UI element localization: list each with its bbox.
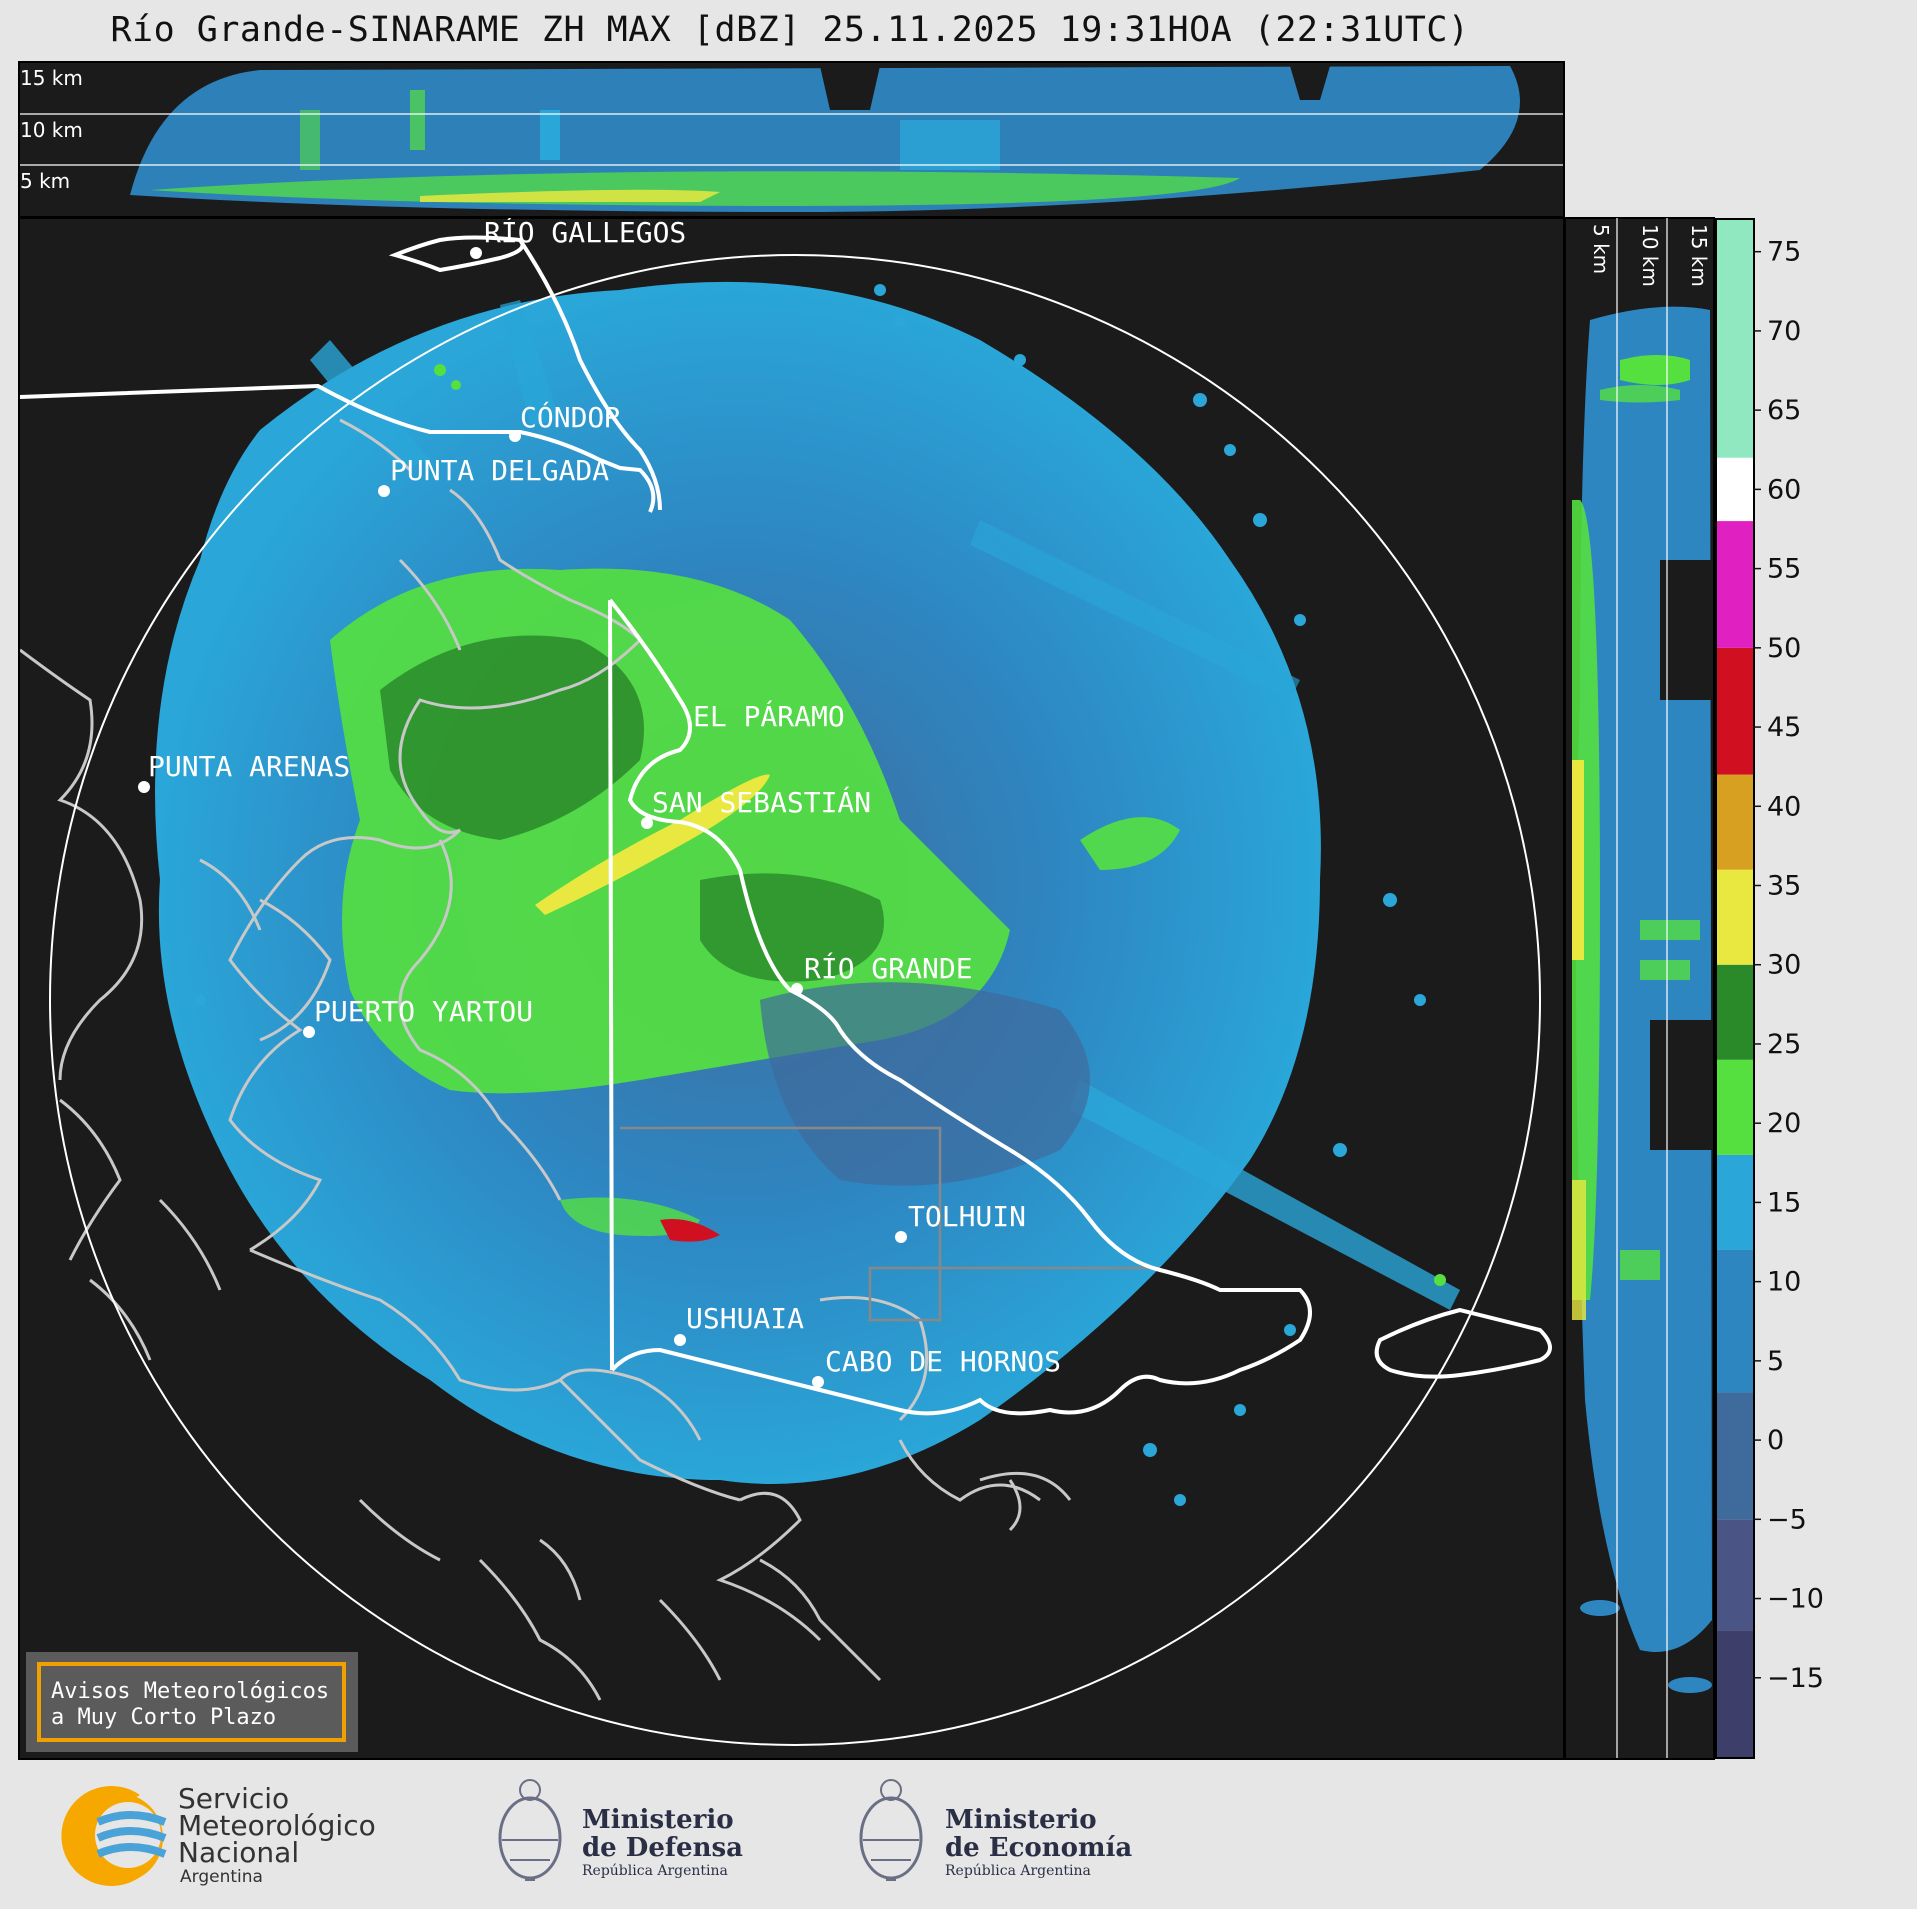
colorbar-tick-label: 55 <box>1767 554 1801 585</box>
place-marker-rio-gallegos <box>470 247 482 259</box>
border-lines <box>20 235 1552 1416</box>
range-ring <box>49 254 1541 1746</box>
economia-logo-line2: de Economía <box>945 1833 1132 1863</box>
radar-map-panel: RÍO GALLEGOS CÓNDOR PUNTA DELGADA EL PÁR… <box>18 215 1565 1760</box>
smn-logo-line4: Argentina <box>180 1867 263 1887</box>
defensa-coat-of-arms-icon <box>498 1779 562 1881</box>
colorbar-band <box>1717 1630 1753 1757</box>
place-marker-tolhuin <box>895 1231 907 1243</box>
colorbar-band <box>1717 1059 1753 1155</box>
colorbar-tick-label: 50 <box>1767 633 1801 664</box>
smn-logo-line2: Meteorológico <box>178 1809 376 1842</box>
colorbar-tick-label: 15 <box>1767 1187 1801 1218</box>
place-label-punta-arenas: PUNTA ARENAS <box>148 750 350 783</box>
colorbar-tick-label: 30 <box>1767 950 1801 981</box>
economia-logo-line1: Ministerio <box>945 1805 1097 1835</box>
economia-coat-of-arms-icon <box>859 1779 923 1881</box>
colorbar-tick-label: 45 <box>1767 712 1801 743</box>
place-marker-rio-grande <box>791 983 803 995</box>
colorbar-frame <box>1715 218 1755 1759</box>
colorbar-band <box>1717 1249 1753 1393</box>
colorbar-tick-label: −15 <box>1767 1663 1824 1694</box>
colorbar-band <box>1717 647 1753 775</box>
place-label-cabo-de-hornos: CABO DE HORNOS <box>825 1345 1061 1378</box>
province-boundary <box>620 1126 1160 1322</box>
warning-box-line2: a Muy Corto Plazo <box>51 1705 276 1730</box>
economia-logo-line3: República Argentina <box>945 1863 1091 1879</box>
warning-box[interactable]: Avisos Meteorológicos a Muy Corto Plazo <box>26 1652 358 1752</box>
top-height-label-5: 5 km <box>20 169 70 193</box>
place-markers <box>138 247 907 1388</box>
top-height-label-10: 10 km <box>20 118 83 142</box>
colorbar-band <box>1717 1392 1753 1520</box>
colorbar-band <box>1717 457 1753 522</box>
colorbar-tick-label: 5 <box>1767 1346 1784 1377</box>
place-marker-ushuaia <box>674 1334 686 1346</box>
place-marker-punta-arenas <box>138 781 150 793</box>
colorbar-tick-label: 0 <box>1767 1425 1784 1456</box>
warning-box-line1: Avisos Meteorológicos <box>51 1679 329 1704</box>
colorbar-band <box>1717 964 1753 1060</box>
defensa-logo-line3: República Argentina <box>582 1863 728 1879</box>
place-marker-san-sebastian <box>641 817 653 829</box>
place-labels: RÍO GALLEGOS CÓNDOR PUNTA DELGADA EL PÁR… <box>148 215 1061 1378</box>
colorbar-bands <box>1717 220 1753 1757</box>
colorbar-band <box>1717 1154 1753 1250</box>
place-label-punta-delgada: PUNTA DELGADA <box>390 454 609 487</box>
place-label-rio-gallegos: RÍO GALLEGOS <box>484 215 686 249</box>
defensa-logo: Ministerio de Defensa República Argentin… <box>498 1779 743 1881</box>
colorbar-tick-label: −10 <box>1767 1584 1824 1615</box>
side-height-label-5: 5 km <box>1589 224 1613 274</box>
echo-yellow-band <box>535 774 770 915</box>
economia-logo: Ministerio de Economía República Argenti… <box>859 1779 1132 1881</box>
colorbar-band <box>1717 869 1753 965</box>
place-marker-punta-delgada <box>378 485 390 497</box>
place-label-condor: CÓNDOR <box>520 400 621 434</box>
colorbar-tick-label: 35 <box>1767 871 1801 902</box>
place-label-rio-grande: RÍO GRANDE <box>804 951 973 985</box>
colorbar-tick-label: 25 <box>1767 1029 1801 1060</box>
colorbar-tick-label: 70 <box>1767 316 1801 347</box>
colorbar-tick-label: 40 <box>1767 791 1801 822</box>
defensa-logo-line1: Ministerio <box>582 1805 734 1835</box>
colorbar-tick-label: −5 <box>1767 1504 1807 1535</box>
defensa-logo-line2: de Defensa <box>582 1833 743 1863</box>
smn-logo: Servicio Meteorológico Nacional Argentin… <box>61 1782 376 1887</box>
colorbar-band <box>1717 1519 1753 1631</box>
colorbar-tick-label: 75 <box>1767 237 1801 268</box>
place-marker-puerto-yartou <box>303 1026 315 1038</box>
colorbar-band <box>1717 521 1753 648</box>
side-height-label-10: 10 km <box>1638 224 1662 287</box>
side-height-label-15: 15 km <box>1687 224 1711 287</box>
smn-logo-line3: Nacional <box>178 1836 299 1869</box>
colorbar-tick-label: 20 <box>1767 1108 1801 1139</box>
place-label-puerto-yartou: PUERTO YARTOU <box>314 995 533 1028</box>
top-height-panel: 15 km 10 km 5 km <box>18 61 1565 218</box>
page-title: Río Grande-SINARAME ZH MAX [dBZ] 25.11.2… <box>110 10 1470 50</box>
colorbar-band <box>1717 774 1753 870</box>
colorbar-tick-label: 65 <box>1767 395 1801 426</box>
colorbar-tick-label: 10 <box>1767 1267 1801 1298</box>
warning-box-border <box>37 1662 346 1742</box>
colorbar-band <box>1717 220 1753 458</box>
colorbar-tick-label: 60 <box>1767 474 1801 505</box>
place-label-tolhuin: TOLHUIN <box>908 1200 1026 1233</box>
side-height-panel: 5 km 10 km 15 km <box>1564 217 1715 1760</box>
place-label-el-paramo: EL PÁRAMO <box>693 699 845 733</box>
place-label-ushuaia: USHUAIA <box>686 1302 804 1335</box>
smn-logo-line1: Servicio <box>178 1782 289 1815</box>
place-marker-condor <box>509 430 521 442</box>
place-marker-cabo-de-hornos <box>812 1376 824 1388</box>
coastline <box>20 418 1072 1701</box>
place-label-san-sebastian: SAN SEBASTIÁN <box>652 785 871 819</box>
top-height-label-15: 15 km <box>20 66 83 90</box>
